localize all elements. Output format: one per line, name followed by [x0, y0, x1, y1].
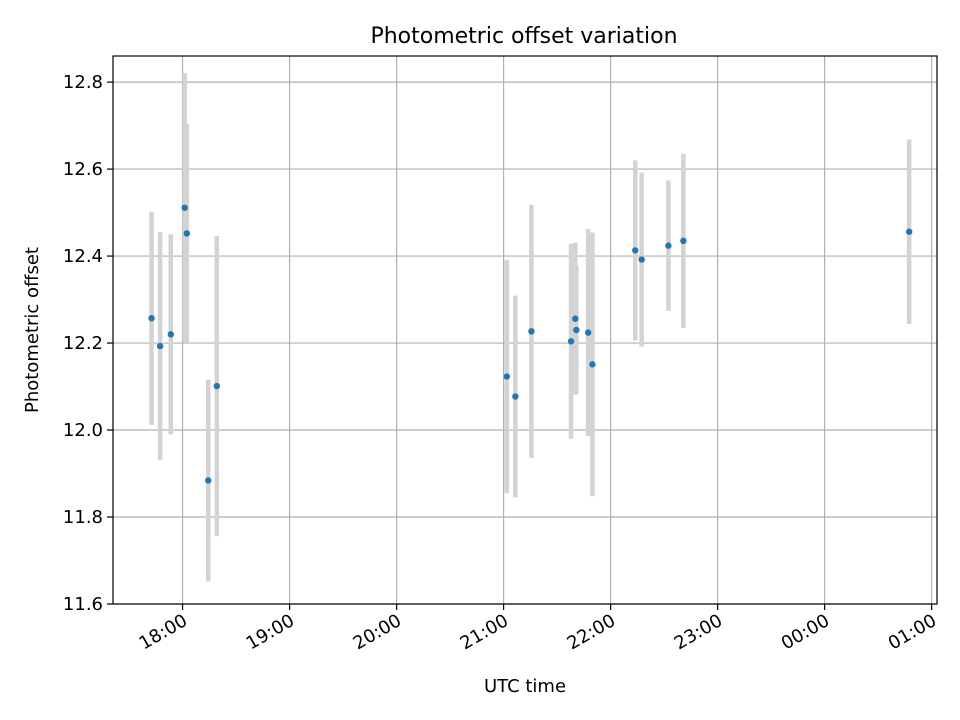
data-point [156, 342, 164, 350]
data-points [148, 204, 913, 484]
grid [113, 56, 937, 605]
x-tick-label: 18:00 [136, 610, 191, 654]
y-tick-label: 12.0 [63, 420, 103, 441]
data-point [638, 256, 645, 263]
data-point [183, 230, 191, 237]
x-axis-label: UTC time [484, 676, 566, 697]
data-point [205, 477, 212, 484]
data-point [148, 315, 155, 322]
data-point [632, 247, 639, 254]
y-tick-label: 12.8 [63, 72, 103, 93]
y-axis-ticks: 11.6 11.8 12.0 12.2 12.4 12.6 12.8 [63, 72, 113, 615]
data-point [167, 331, 174, 338]
data-point [181, 204, 188, 211]
x-tick-label: 20:00 [350, 610, 405, 654]
data-point [905, 228, 913, 235]
x-tick-label: 00:00 [778, 610, 833, 654]
y-tick-label: 11.8 [63, 507, 103, 528]
x-axis-ticks: 18:00 19:00 20:00 21:00 22:00 23:00 00:00 01:00 [136, 604, 940, 654]
data-point [665, 242, 672, 249]
y-tick-label: 12.2 [63, 333, 103, 354]
data-point [589, 361, 596, 368]
error-bars [149, 72, 912, 582]
data-point [584, 329, 592, 336]
y-axis-label: Photometric offset [22, 247, 43, 413]
data-point [680, 237, 687, 245]
chart-title: Photometric offset variation [370, 24, 677, 49]
data-point [503, 373, 511, 380]
data-point [512, 393, 519, 400]
data-point [572, 315, 579, 322]
data-point [213, 382, 221, 390]
data-point [528, 328, 535, 335]
x-tick-label: 21:00 [457, 610, 512, 654]
x-tick-label: 22:00 [564, 610, 619, 654]
data-point [567, 338, 575, 345]
x-tick-label: 19:00 [243, 610, 298, 654]
plot-frame [112, 55, 938, 605]
y-tick-label: 11.6 [63, 594, 103, 615]
x-tick-label: 01:00 [885, 610, 940, 654]
data-point [573, 326, 580, 334]
x-tick-label: 23:00 [671, 610, 726, 654]
y-tick-label: 12.6 [63, 159, 103, 180]
y-tick-label: 12.4 [63, 246, 103, 267]
